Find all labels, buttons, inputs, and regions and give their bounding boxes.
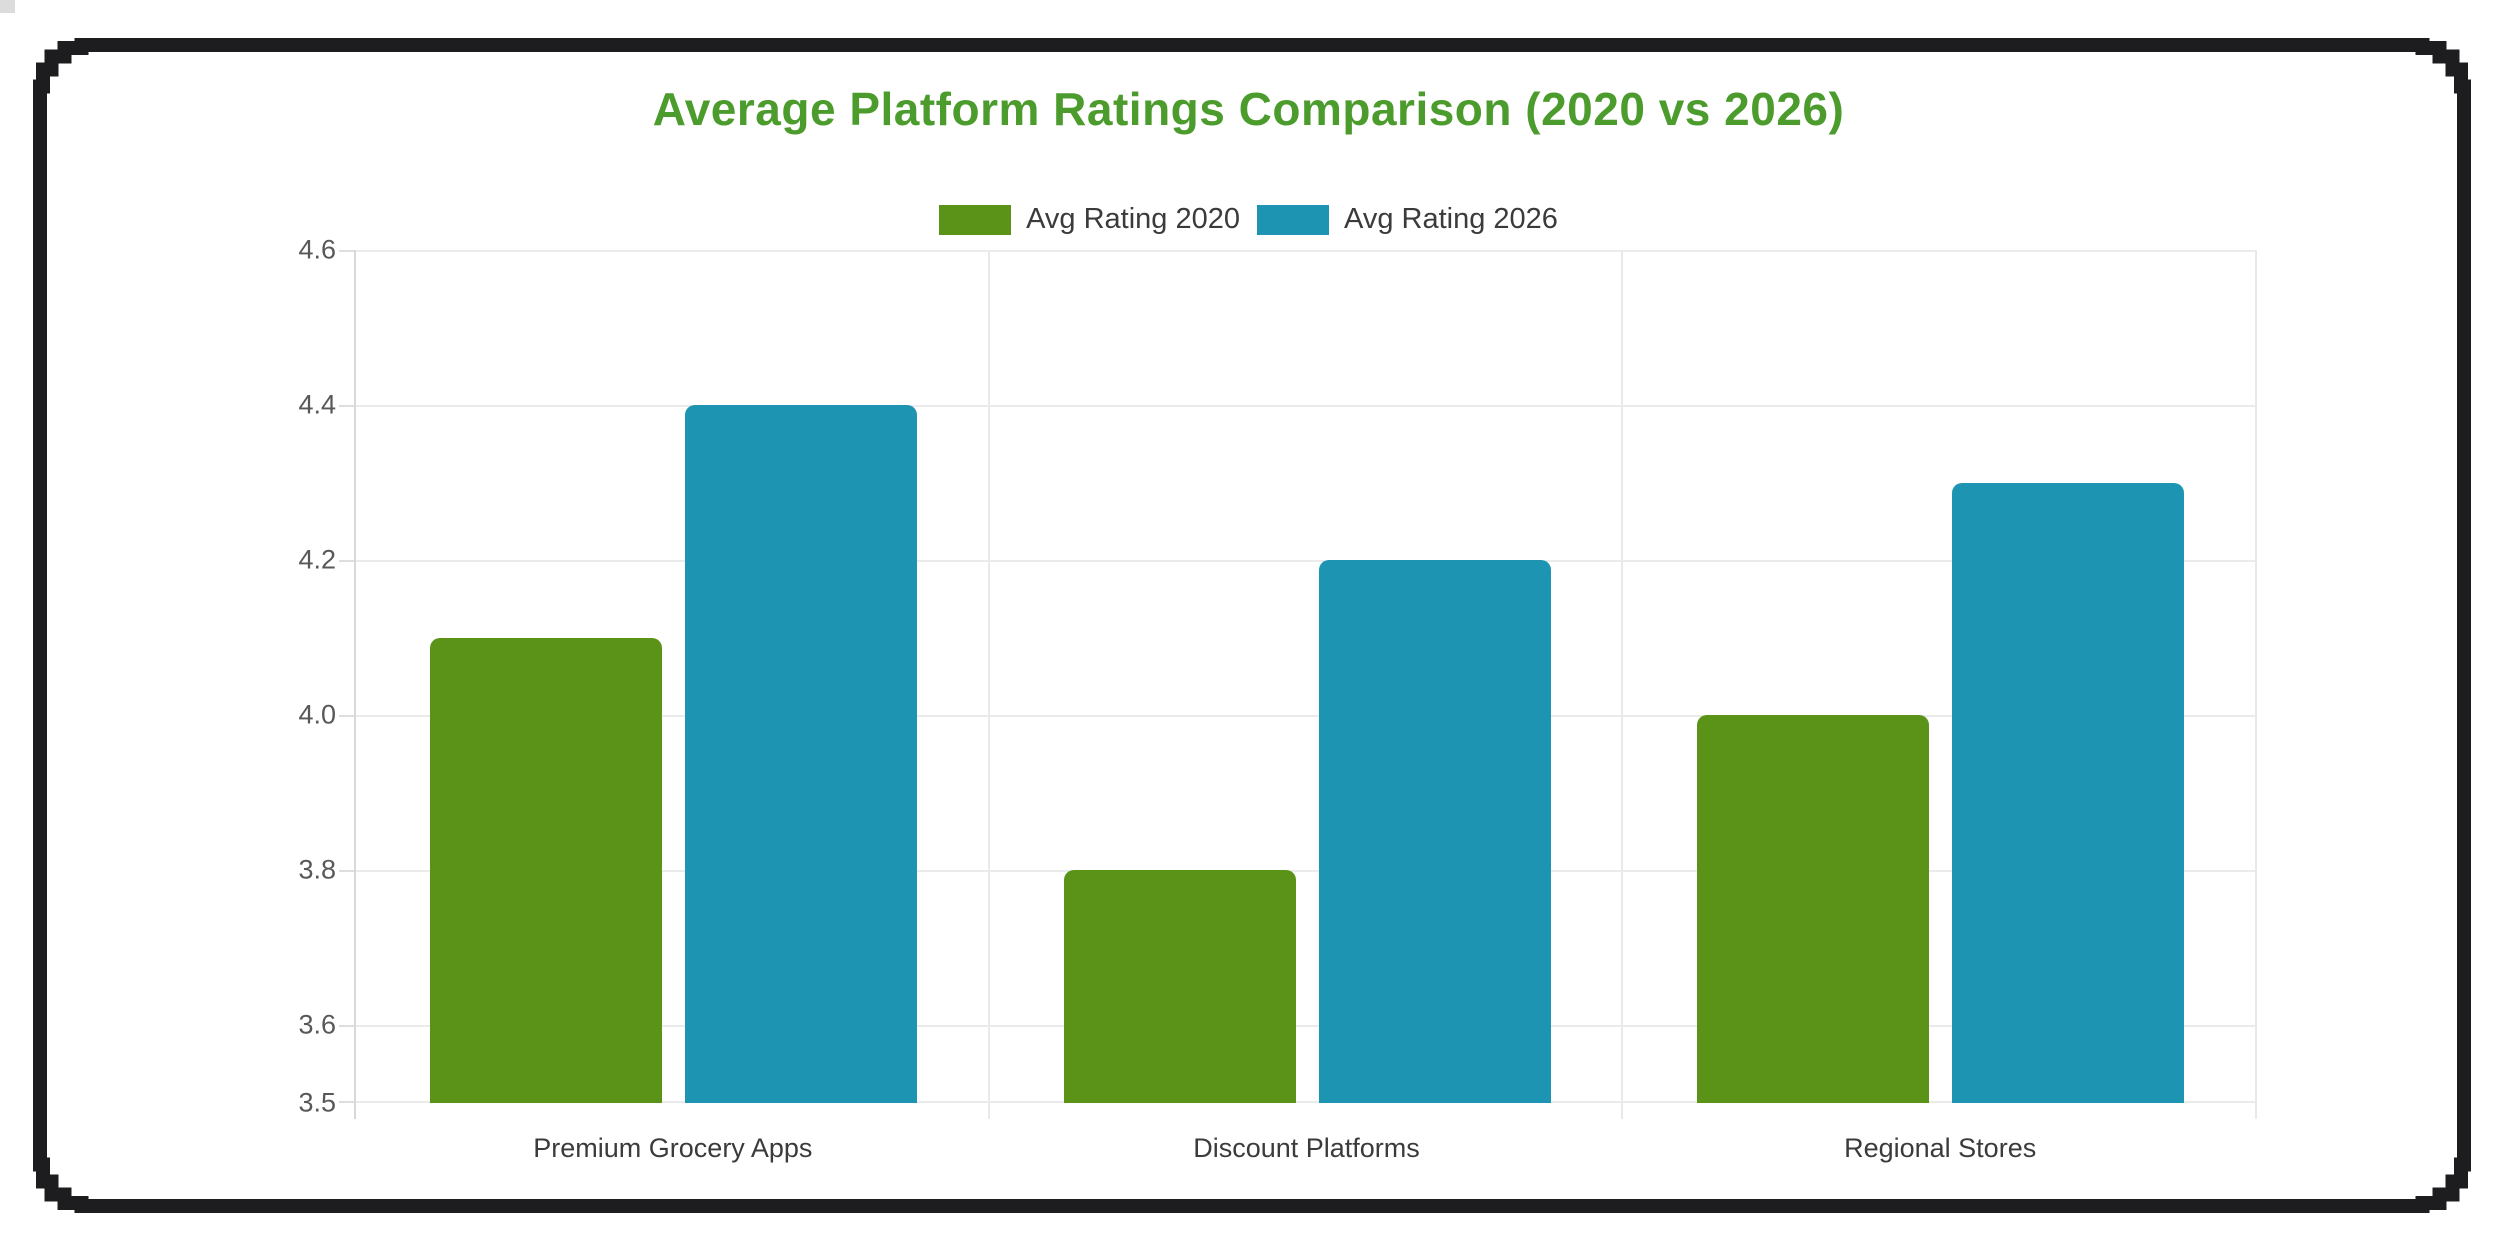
legend-entry[interactable]: Avg Rating 2026 bbox=[1257, 203, 1558, 236]
category-label: Premium Grocery Apps bbox=[533, 1133, 813, 1163]
y-gridline bbox=[356, 560, 2257, 563]
category-separator bbox=[987, 250, 990, 1119]
y-gridline bbox=[356, 870, 2257, 873]
bar bbox=[430, 637, 662, 1103]
y-tick-label: 4.2 bbox=[298, 544, 336, 575]
plot-right-border bbox=[2255, 250, 2257, 1119]
y-gridline bbox=[356, 715, 2257, 718]
y-axis-line bbox=[354, 250, 356, 1119]
y-tick-mark bbox=[339, 560, 356, 563]
y-tick-label: 3.8 bbox=[298, 854, 336, 885]
chart-legend: Avg Rating 2020 Avg Rating 2026 bbox=[0, 203, 2497, 236]
y-tick-label: 4.4 bbox=[298, 389, 336, 420]
screenshot-corner-artifact bbox=[0, 0, 15, 13]
bar bbox=[1952, 482, 2185, 1103]
bar bbox=[1063, 870, 1296, 1103]
y-tick-label: 4.6 bbox=[298, 234, 336, 265]
y-tick-label: 3.5 bbox=[298, 1087, 336, 1118]
y-tick-mark bbox=[339, 870, 356, 873]
y-tick-mark bbox=[339, 1025, 356, 1028]
bar bbox=[1697, 715, 1930, 1103]
category-separator bbox=[1621, 250, 1624, 1119]
y-tick-mark bbox=[339, 715, 356, 718]
y-tick-mark bbox=[339, 405, 356, 408]
y-tick-label: 4.0 bbox=[298, 699, 336, 730]
y-gridline bbox=[356, 250, 2257, 252]
legend-swatch bbox=[939, 204, 1012, 235]
legend-label: Avg Rating 2026 bbox=[1344, 203, 1558, 235]
plot-area: 4.6 4.4 4.2 4.0 3.8 3.6 3.5 Premium Grocery App… bbox=[298, 235, 2257, 1163]
chart-title: Average Platform Ratings Comparison (202… bbox=[652, 83, 1845, 135]
bar bbox=[1318, 560, 1551, 1103]
legend-entry[interactable]: Avg Rating 2020 bbox=[939, 203, 1240, 236]
category-label: Discount Platforms bbox=[1193, 1133, 1420, 1163]
y-tick-mark bbox=[339, 250, 356, 252]
legend-swatch bbox=[1257, 204, 1329, 235]
y-tick-mark bbox=[339, 1101, 356, 1103]
legend-label: Avg Rating 2020 bbox=[1026, 203, 1240, 235]
y-gridline bbox=[356, 405, 2257, 408]
bar bbox=[685, 405, 917, 1103]
y-tick-label: 3.6 bbox=[298, 1009, 336, 1040]
category-label: Regional Stores bbox=[1844, 1133, 2037, 1163]
y-gridline bbox=[356, 1101, 2257, 1103]
y-gridline bbox=[356, 1025, 2257, 1028]
